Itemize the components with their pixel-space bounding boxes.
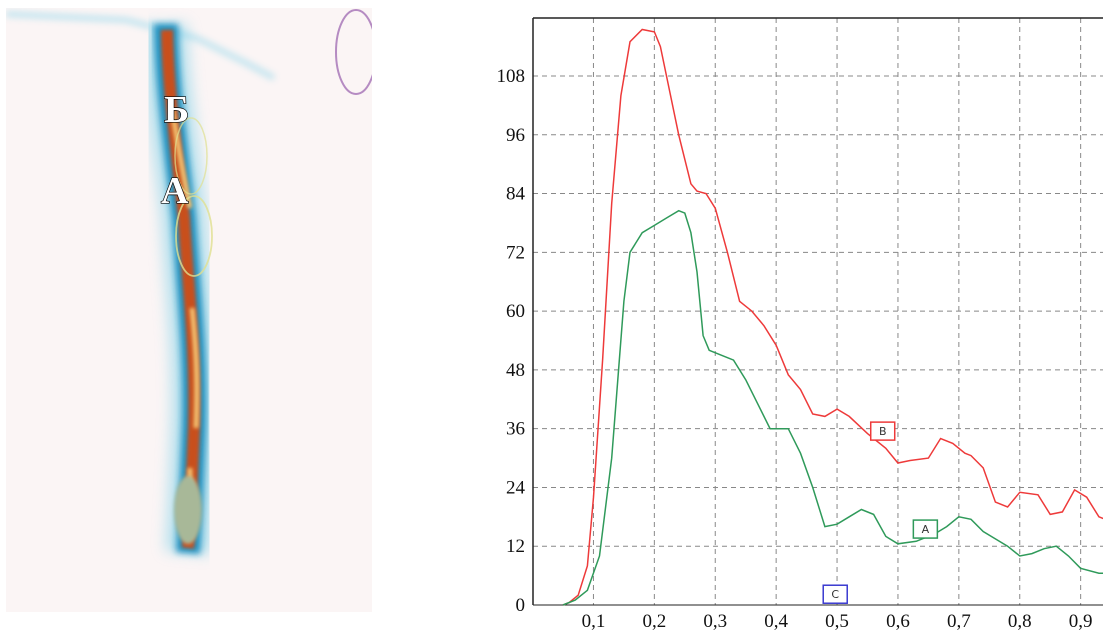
series-marker-box-b bbox=[869, 421, 896, 441]
y-tick-label: 24 bbox=[506, 477, 526, 498]
x-tick-label: 0,2 bbox=[642, 611, 666, 630]
y-tick-label: 60 bbox=[506, 301, 525, 322]
x-tick-label: 0,3 bbox=[703, 611, 727, 630]
tick-labels: 0 12 24 36 48 60 72 84 96 108 0,1 0,2 0,3 0,4 0,5 0,6 0,… bbox=[497, 66, 1093, 630]
x-tick-label: 0,6 bbox=[886, 611, 910, 630]
series-marker-label-b: B bbox=[879, 425, 887, 438]
y-tick-label: 0 bbox=[516, 595, 526, 616]
heatmap-image: Б А bbox=[6, 8, 372, 612]
y-tick-label: 12 bbox=[506, 536, 525, 557]
corner-ring bbox=[335, 9, 372, 95]
heatmap-core-blob bbox=[174, 476, 202, 544]
y-tick-label: 72 bbox=[506, 242, 525, 263]
y-tick-label: 36 bbox=[506, 419, 525, 440]
region-ellipse-a bbox=[175, 195, 213, 277]
x-tick-label: 0,8 bbox=[1008, 611, 1032, 630]
x-tick-label: 0,7 bbox=[947, 611, 971, 630]
series-marker-label-a: A bbox=[922, 523, 930, 536]
x-tick-label: 0,9 bbox=[1069, 611, 1093, 630]
y-tick-label: 108 bbox=[497, 66, 526, 87]
y-tick-label: 96 bbox=[506, 125, 525, 146]
x-tick-label: 0,4 bbox=[764, 611, 788, 630]
series-layer bbox=[562, 28, 1103, 606]
region-label-b: Б bbox=[164, 89, 189, 131]
marker-box-c bbox=[822, 584, 848, 604]
chart-grid bbox=[533, 18, 1103, 605]
heatmap-streak bbox=[6, 11, 276, 81]
x-tick-label: 0,5 bbox=[825, 611, 849, 630]
y-tick-label: 48 bbox=[506, 360, 525, 381]
marker-label-c: C bbox=[831, 588, 839, 601]
y-tick-label: 84 bbox=[506, 184, 526, 205]
x-tick-label: 0,1 bbox=[582, 611, 606, 630]
series-markers: B A C bbox=[822, 421, 939, 604]
line-chart: 0 12 24 36 48 60 72 84 96 108 0,1 0,2 0,3 0,4 0,5 0,6 0,… bbox=[497, 17, 1103, 630]
region-ellipse-b bbox=[174, 117, 208, 195]
series-line-a bbox=[562, 209, 1103, 606]
series-line-b bbox=[562, 28, 1103, 606]
series-marker-box-a bbox=[912, 519, 939, 539]
region-label-a: А bbox=[161, 170, 189, 212]
